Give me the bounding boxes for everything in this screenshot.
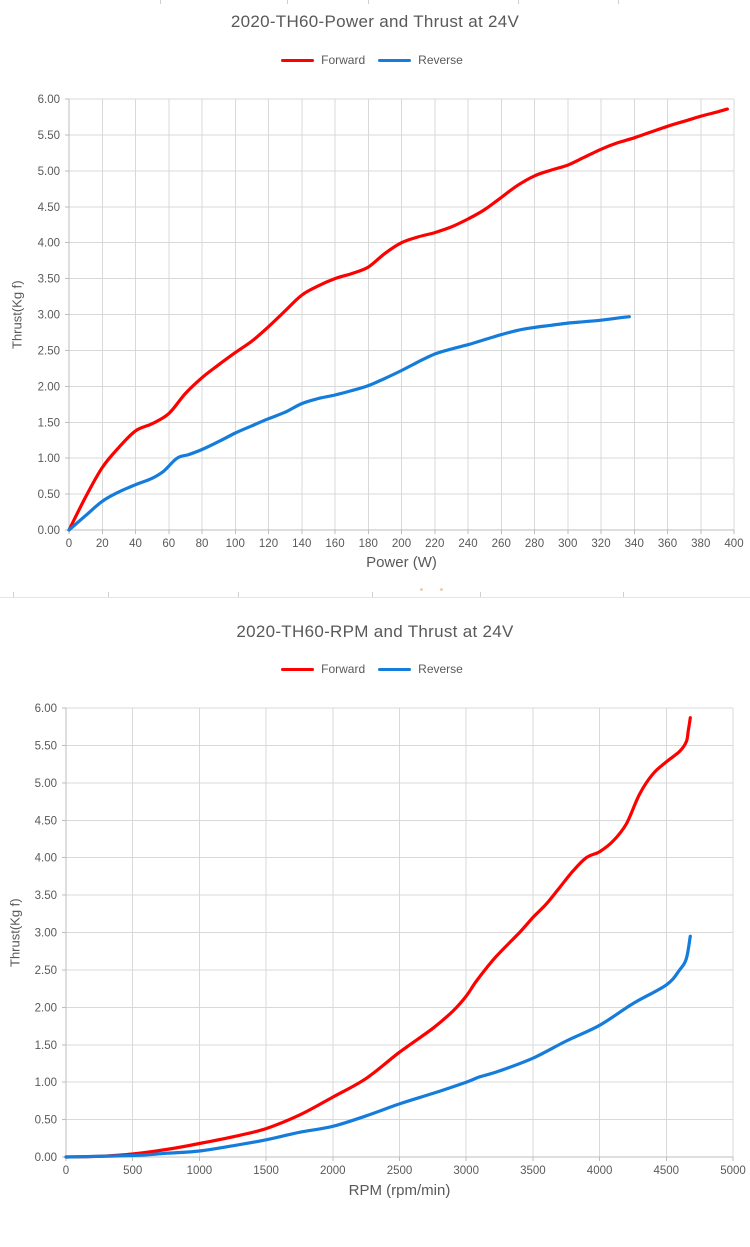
svg-text:1000: 1000 <box>187 1165 213 1177</box>
svg-text:4.50: 4.50 <box>35 815 57 827</box>
svg-text:200: 200 <box>392 538 411 550</box>
svg-text:2000: 2000 <box>320 1165 346 1177</box>
svg-text:120: 120 <box>259 538 278 550</box>
svg-text:4.50: 4.50 <box>38 202 60 214</box>
forward-legend-label: Forward <box>321 662 366 676</box>
svg-text:1.00: 1.00 <box>35 1077 57 1089</box>
power-thrust-chart: 2020-TH60-Power and Thrust at 24V Forwar… <box>0 0 750 597</box>
svg-text:5.00: 5.00 <box>35 778 57 790</box>
svg-text:1500: 1500 <box>253 1165 279 1177</box>
svg-text:0.00: 0.00 <box>35 1152 57 1164</box>
chart-title: 2020-TH60-RPM and Thrust at 24V <box>236 622 514 641</box>
svg-text:3.50: 3.50 <box>38 274 60 286</box>
svg-text:3000: 3000 <box>453 1165 479 1177</box>
reverse-legend-label: Reverse <box>418 53 463 67</box>
svg-text:1.00: 1.00 <box>38 453 60 465</box>
svg-text:1.50: 1.50 <box>38 417 60 429</box>
svg-text:340: 340 <box>625 538 644 550</box>
svg-text:5.00: 5.00 <box>38 166 60 178</box>
legend: Forward Reverse <box>0 53 750 67</box>
svg-text:3.50: 3.50 <box>35 890 57 902</box>
edge-tick <box>287 0 288 4</box>
svg-text:260: 260 <box>492 538 511 550</box>
svg-text:2.50: 2.50 <box>38 345 60 357</box>
svg-text:4.00: 4.00 <box>35 853 57 865</box>
svg-text:0.00: 0.00 <box>38 525 60 537</box>
seam-tick <box>238 592 239 597</box>
x-axis-title: RPM (rpm/min) <box>348 1182 451 1199</box>
svg-text:180: 180 <box>359 538 378 550</box>
plot-area: 0 500 1000 1500 2000 2500 3000 3500 4000 4500 5000… <box>35 703 746 1177</box>
seam-tick <box>623 592 624 597</box>
edge-tick <box>160 0 161 4</box>
svg-text:380: 380 <box>691 538 710 550</box>
svg-text:0.50: 0.50 <box>35 1115 57 1127</box>
seam-dot <box>440 588 443 591</box>
seam-tick <box>13 592 14 597</box>
svg-text:2.00: 2.00 <box>35 1002 57 1014</box>
svg-text:20: 20 <box>96 538 109 550</box>
y-axis-title: Thrust(Kg f) <box>9 280 25 349</box>
forward-line-swatch <box>281 58 315 62</box>
svg-text:240: 240 <box>458 538 477 550</box>
svg-text:80: 80 <box>196 538 209 550</box>
svg-text:5.50: 5.50 <box>38 130 60 142</box>
svg-text:2.50: 2.50 <box>35 965 57 977</box>
svg-text:360: 360 <box>658 538 677 550</box>
screenshot-seam <box>0 597 750 598</box>
edge-tick <box>518 0 519 4</box>
svg-text:4500: 4500 <box>654 1165 680 1177</box>
x-axis-title: Power (W) <box>366 554 437 571</box>
svg-text:400: 400 <box>724 538 743 550</box>
svg-text:220: 220 <box>425 538 444 550</box>
chart-title: 2020-TH60-Power and Thrust at 24V <box>230 12 520 31</box>
forward-legend-label: Forward <box>321 53 366 67</box>
svg-text:500: 500 <box>123 1165 142 1177</box>
svg-text:140: 140 <box>292 538 311 550</box>
svg-text:280: 280 <box>525 538 544 550</box>
plot-area: 0 20 40 60 80 100 120 140 160 180 200 220 240 260 280 3… <box>38 94 744 550</box>
svg-text:0: 0 <box>66 538 72 550</box>
svg-text:2500: 2500 <box>387 1165 413 1177</box>
reverse-line-swatch <box>378 667 412 671</box>
seam-dot <box>420 588 423 591</box>
svg-text:300: 300 <box>558 538 577 550</box>
svg-text:3.00: 3.00 <box>35 928 57 940</box>
svg-text:0.50: 0.50 <box>38 489 60 501</box>
forward-line-swatch <box>281 667 315 671</box>
svg-text:1.50: 1.50 <box>35 1040 57 1052</box>
seam-tick <box>372 592 373 597</box>
svg-text:3500: 3500 <box>520 1165 546 1177</box>
reverse-line-swatch <box>378 58 412 62</box>
edge-tick <box>618 0 619 4</box>
svg-text:4.00: 4.00 <box>38 238 60 250</box>
svg-text:4000: 4000 <box>587 1165 613 1177</box>
seam-tick <box>108 592 109 597</box>
edge-tick <box>368 0 369 4</box>
svg-text:40: 40 <box>129 538 142 550</box>
reverse-legend-label: Reverse <box>418 662 463 676</box>
svg-text:5.50: 5.50 <box>35 740 57 752</box>
y-axis-title: Thrust(Kg f) <box>7 898 23 967</box>
legend: Forward Reverse <box>0 662 750 676</box>
rpm-thrust-chart: 2020-TH60-RPM and Thrust at 24V Forward … <box>0 598 750 1247</box>
svg-text:100: 100 <box>226 538 245 550</box>
svg-text:2.00: 2.00 <box>38 381 60 393</box>
svg-text:3.00: 3.00 <box>38 310 60 322</box>
svg-text:0: 0 <box>63 1165 69 1177</box>
svg-text:6.00: 6.00 <box>35 703 57 715</box>
svg-text:5000: 5000 <box>720 1165 746 1177</box>
svg-text:6.00: 6.00 <box>38 94 60 106</box>
svg-text:160: 160 <box>325 538 344 550</box>
seam-tick <box>480 592 481 597</box>
svg-text:320: 320 <box>591 538 610 550</box>
svg-text:60: 60 <box>162 538 175 550</box>
